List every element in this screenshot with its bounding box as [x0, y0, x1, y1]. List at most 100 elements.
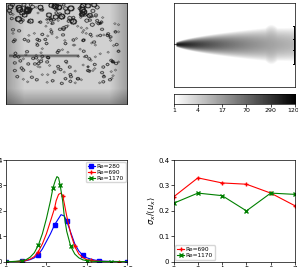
Re=690: [93, 259, 97, 262]
Re=1170: [93, 260, 97, 263]
Re=1170: [126, 260, 129, 263]
Re=1170: [16, 260, 20, 263]
Re=1170: [196, 191, 200, 195]
Re=690: [269, 191, 272, 195]
Line: Re=690: Re=690: [4, 191, 129, 264]
Re=280: [59, 213, 63, 216]
Re=690: [69, 232, 72, 235]
Re=1170: [45, 217, 48, 220]
Re=690: [73, 245, 77, 248]
Re=280: [81, 254, 85, 257]
Re=1170: [172, 202, 175, 205]
Re=280: [41, 247, 44, 250]
Re=690: [24, 259, 28, 262]
Re=690: [77, 252, 81, 256]
Re=1170: [29, 256, 32, 259]
Re=1170: [269, 191, 272, 195]
Re=1170: [8, 260, 12, 263]
Re=690: [109, 260, 113, 263]
Re=1170: [41, 232, 44, 235]
Re=690: [16, 260, 20, 263]
Re=1170: [12, 260, 16, 263]
Re=280: [65, 219, 69, 223]
Re=1170: [4, 260, 8, 263]
Re=690: [63, 202, 66, 205]
Re=1170: [245, 209, 248, 213]
Re=280: [126, 260, 129, 263]
Re=690: [245, 183, 248, 186]
Re=690: [4, 260, 8, 263]
Re=690: [53, 207, 56, 210]
Re=1170: [77, 256, 81, 260]
Re=280: [12, 260, 16, 263]
Re=690: [59, 191, 63, 195]
Re=280: [24, 259, 28, 262]
Re=690: [54, 199, 58, 202]
Re=1170: [89, 260, 93, 263]
Re=690: [32, 255, 36, 258]
Legend: Re=280, Re=690, Re=1170: Re=280, Re=690, Re=1170: [86, 162, 126, 182]
Re=1170: [65, 230, 69, 233]
Re=1170: [37, 244, 40, 247]
Re=280: [63, 214, 66, 218]
Re=690: [29, 257, 32, 261]
Re=1170: [20, 259, 24, 262]
Re=690: [57, 193, 60, 196]
Re=690: [117, 260, 121, 263]
Line: Re=1170: Re=1170: [171, 191, 297, 213]
Re=280: [45, 240, 48, 243]
Re=1170: [63, 214, 66, 218]
Re=690: [293, 204, 297, 207]
Re=1170: [81, 258, 85, 261]
Re=280: [93, 258, 97, 262]
Line: Re=690: Re=690: [171, 175, 297, 208]
Re=280: [57, 217, 60, 220]
Re=1170: [85, 259, 89, 262]
Re=690: [12, 260, 16, 263]
Re=1170: [51, 186, 55, 190]
Y-axis label: $\sigma_x / \langle u_x \rangle$: $\sigma_x / \langle u_x \rangle$: [145, 197, 157, 225]
Re=1170: [55, 175, 59, 178]
Re=690: [45, 232, 48, 235]
Re=280: [37, 253, 40, 256]
Re=280: [4, 260, 8, 263]
Re=690: [172, 195, 175, 199]
Re=1170: [54, 179, 57, 182]
Re=280: [53, 223, 56, 226]
Re=1170: [101, 260, 105, 263]
Re=280: [8, 260, 12, 263]
Re=690: [220, 181, 224, 184]
Re=690: [61, 194, 64, 197]
Re=280: [32, 256, 36, 260]
Re=1170: [49, 199, 52, 202]
Re=1170: [69, 245, 72, 248]
Re=1170: [220, 194, 224, 197]
Re=280: [89, 257, 93, 261]
Re=280: [97, 259, 101, 262]
Re=1170: [58, 184, 62, 187]
Re=690: [89, 259, 93, 262]
Re=690: [65, 214, 69, 218]
Re=690: [126, 260, 129, 263]
Re=1170: [32, 251, 36, 254]
Re=1170: [109, 260, 113, 263]
Re=690: [41, 242, 44, 245]
Re=1170: [57, 176, 60, 179]
Re=280: [101, 260, 105, 263]
Re=280: [16, 260, 20, 263]
Re=1170: [61, 199, 64, 202]
Re=690: [196, 176, 200, 179]
Re=690: [20, 260, 24, 263]
Re=690: [37, 250, 40, 253]
Re=690: [49, 219, 52, 223]
Re=1170: [73, 252, 77, 256]
Re=280: [77, 249, 81, 253]
Re=280: [117, 260, 121, 263]
Line: Re=280: Re=280: [4, 213, 129, 264]
Re=280: [73, 242, 77, 245]
Legend: Re=690, Re=1170: Re=690, Re=1170: [175, 245, 215, 260]
Line: Re=1170: Re=1170: [4, 175, 129, 264]
Re=690: [81, 256, 85, 259]
Re=280: [20, 260, 24, 263]
Re=690: [85, 258, 89, 261]
